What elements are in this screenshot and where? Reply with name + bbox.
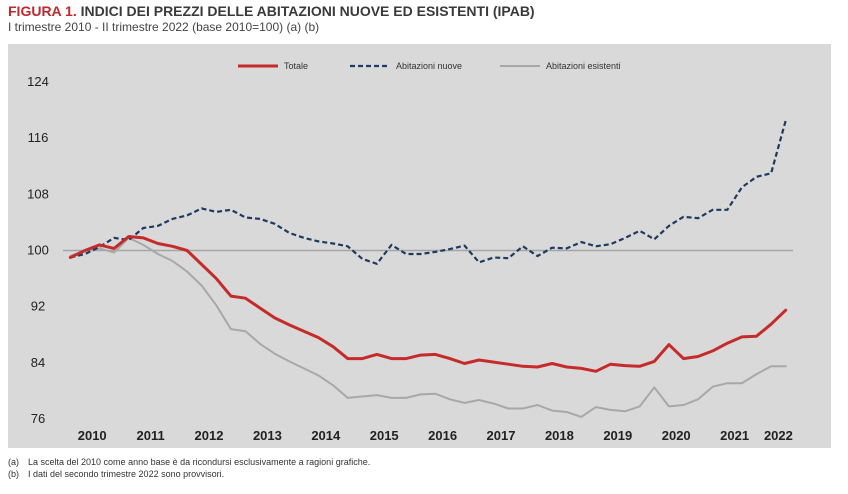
x-tick-label: 2019	[603, 428, 632, 443]
legend-label: Abitazioni esistenti	[546, 61, 621, 71]
y-tick-label: 108	[27, 186, 49, 201]
legend-label: Abitazioni nuove	[396, 61, 462, 71]
y-tick-label: 116	[28, 130, 49, 145]
x-tick-label: 2021	[720, 428, 749, 443]
legend-label: Totale	[284, 61, 308, 71]
footnote-b-label: (b)	[8, 469, 19, 479]
x-tick-label: 2011	[136, 428, 164, 443]
figure-number: FIGURA 1.	[8, 3, 77, 19]
chart-panel: 76 84 92 100 108 116 124 2010 2011 2012 2013 2014 20…	[8, 44, 831, 448]
x-tick-label: 2020	[662, 428, 691, 443]
footnotes: (a) La scelta del 2010 come anno base è d…	[8, 456, 370, 480]
y-tick-label: 84	[31, 355, 45, 370]
x-tick-label: 2010	[78, 428, 107, 443]
figure-header: FIGURA 1. INDICI DEI PREZZI DELLE ABITAZ…	[8, 3, 535, 34]
x-tick-label: 2017	[487, 428, 516, 443]
footnote-b-text: I dati del secondo trimestre 2022 sono p…	[28, 469, 225, 479]
series-line-abitazioni-esistenti	[69, 236, 787, 418]
y-tick-label: 124	[27, 74, 49, 89]
y-tick-label: 92	[31, 299, 45, 314]
figure-title: FIGURA 1. INDICI DEI PREZZI DELLE ABITAZ…	[8, 3, 535, 19]
x-tick-label: 2022	[764, 428, 793, 443]
figure-subtitle: I trimestre 2010 - II trimestre 2022 (ba…	[8, 20, 320, 34]
footnote-a-text: La scelta del 2010 come anno base è da r…	[28, 457, 371, 467]
x-tick-label: 2014	[311, 428, 341, 443]
footnote-a: (a) La scelta del 2010 come anno base è d…	[8, 456, 370, 468]
figure-title-text: INDICI DEI PREZZI DELLE ABITAZIONI NUOVE…	[80, 3, 535, 19]
series-line-abitazioni-nuove	[70, 120, 787, 265]
x-tick-label: 2015	[370, 428, 399, 443]
line-chart: 76 84 92 100 108 116 124 2010 2011 2012 2013 2014 20…	[27, 61, 793, 443]
x-tick-label: 2013	[253, 428, 282, 443]
footnote-b: (b) I dati del secondo trimestre 2022 son…	[8, 468, 370, 480]
x-tick-label: 2012	[195, 428, 224, 443]
x-tick-label: 2016	[428, 428, 457, 443]
footnote-a-label: (a)	[8, 457, 19, 467]
x-tick-label: 2018	[545, 428, 574, 443]
series-line-totale	[68, 235, 788, 373]
y-tick-label: 76	[31, 411, 45, 426]
y-tick-label: 100	[27, 243, 49, 258]
